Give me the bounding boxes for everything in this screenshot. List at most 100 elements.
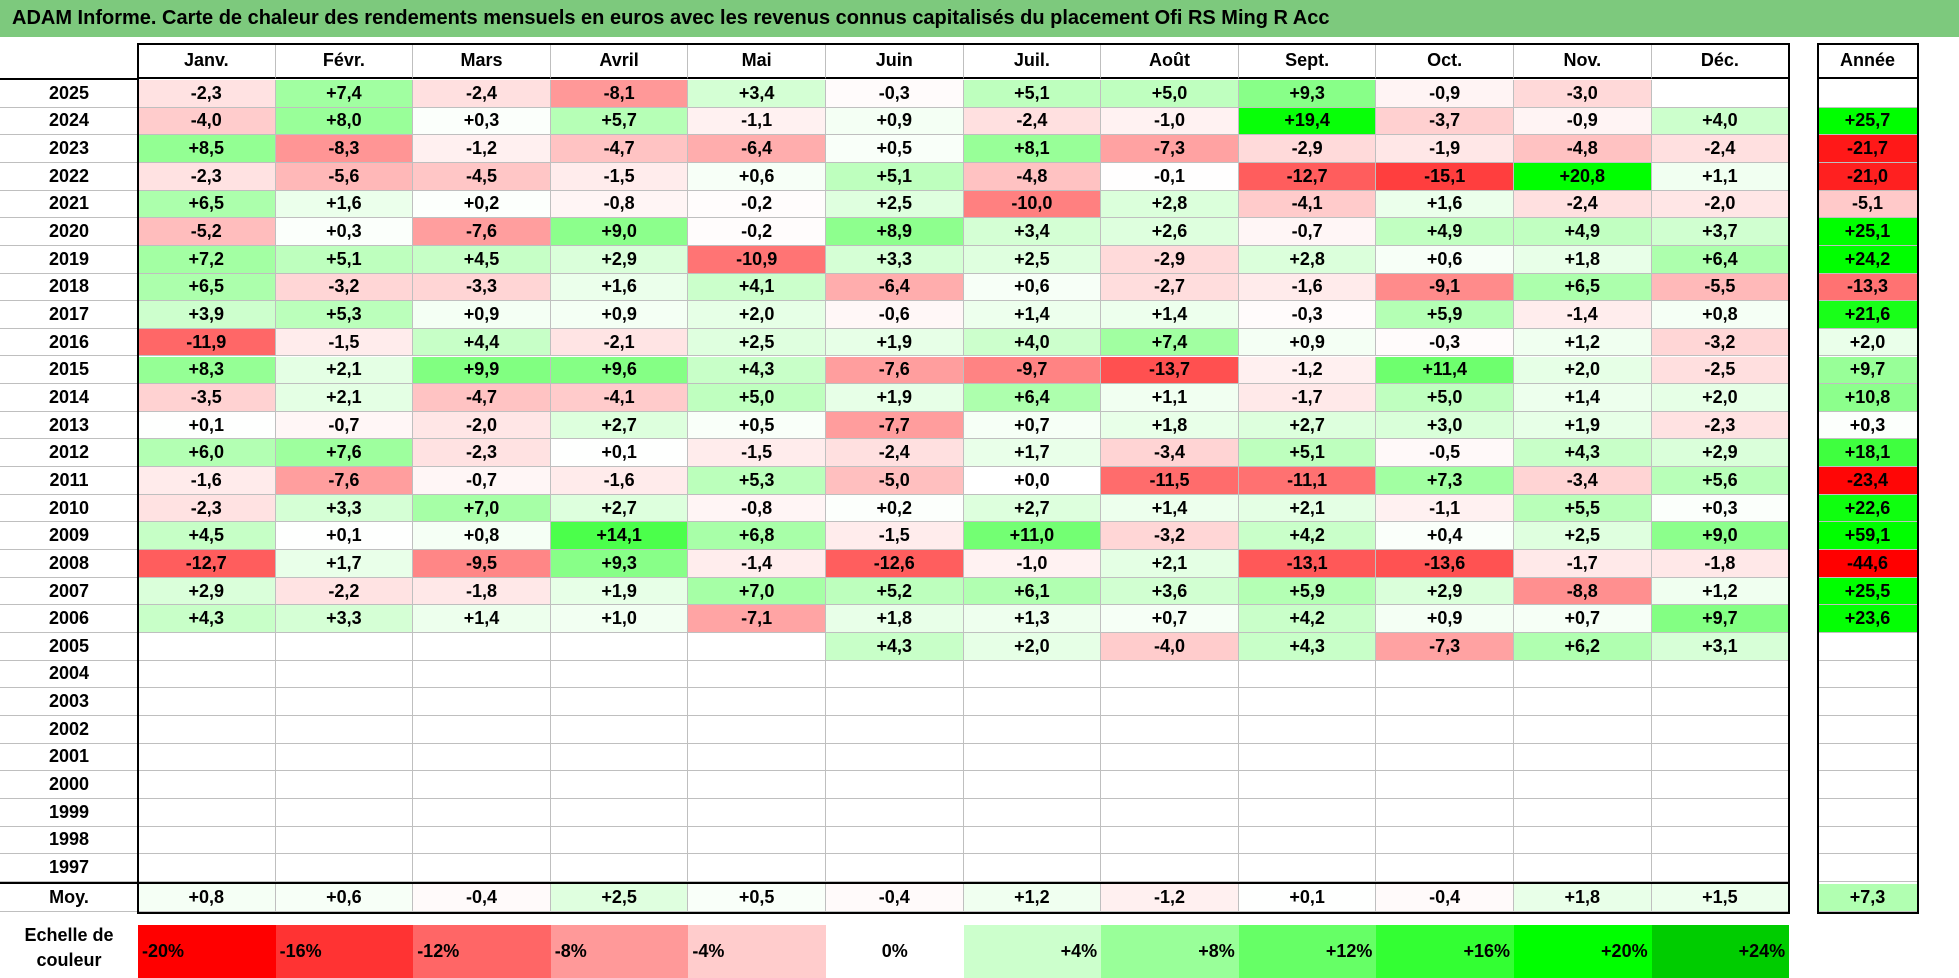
heatmap-cell: -1,7 — [1238, 384, 1377, 412]
heatmap-cell: +1,8 — [826, 605, 964, 633]
year-label: 2015 — [0, 357, 138, 385]
heatmap-cell: -9,1 — [1376, 273, 1514, 302]
year-label: 2020 — [0, 218, 138, 246]
heatmap-cell: +0,6 — [963, 273, 1102, 302]
heatmap-cell: -4,0 — [1101, 633, 1239, 661]
heatmap-cell: -3,2 — [1651, 328, 1790, 357]
heatmap-cell: +6,4 — [963, 384, 1102, 412]
heatmap-cell: -5,6 — [275, 162, 414, 191]
heatmap-cell: -0,8 — [688, 494, 826, 523]
heatmap-cell: +3,1 — [1651, 633, 1790, 661]
heatmap-cell: -13,1 — [1238, 550, 1377, 578]
scale-step: +8% — [1101, 925, 1239, 978]
heatmap-cell: -3,0 — [1514, 80, 1652, 108]
heatmap-cell: -2,0 — [1651, 190, 1790, 219]
annual-cell: +18,1 — [1818, 439, 1918, 468]
heatmap-cell — [550, 688, 689, 716]
heatmap-cell: +5,2 — [826, 577, 964, 606]
heatmap-cell: +0,5 — [826, 135, 964, 163]
heatmap-cell — [963, 854, 1102, 882]
heatmap-cell: -9,7 — [963, 356, 1102, 385]
year-label: 2008 — [0, 550, 138, 578]
heatmap-cell: +2,7 — [550, 494, 689, 523]
year-label: 2024 — [0, 108, 138, 136]
heatmap-cell — [550, 854, 689, 882]
heatmap-cell — [1514, 798, 1652, 827]
heatmap-cell: +6,8 — [688, 522, 826, 551]
heatmap-cell: -1,2 — [413, 135, 551, 163]
heatmap-cell: +1,1 — [1101, 384, 1239, 412]
heatmap-cell: -10,0 — [963, 190, 1102, 219]
average-separator — [0, 882, 1790, 884]
heatmap-cell — [413, 798, 551, 827]
heatmap-cell: -2,4 — [1651, 135, 1790, 163]
heatmap-cell: -4,1 — [1238, 190, 1377, 219]
heatmap-cell: -2,3 — [138, 162, 276, 191]
heatmap-cell: +9,3 — [1238, 80, 1377, 108]
heatmap-cell: -7,6 — [413, 218, 551, 246]
heatmap-cell: -1,6 — [550, 467, 689, 495]
heatmap-cell — [275, 771, 414, 799]
heatmap-cell — [1376, 688, 1514, 716]
year-label: 2013 — [0, 412, 138, 440]
heatmap-cell: -0,7 — [413, 467, 551, 495]
month-header: Sept. — [1238, 44, 1377, 79]
heatmap-cell: +9,7 — [1651, 605, 1790, 633]
heatmap-cell: -2,3 — [138, 80, 276, 108]
heatmap-cell — [688, 688, 826, 716]
header-separator — [0, 78, 138, 80]
heatmap-cell: +0,8 — [1651, 301, 1790, 329]
heatmap-cell: +4,0 — [1651, 107, 1790, 136]
heatmap-cell — [826, 660, 964, 689]
heatmap-cell: -12,7 — [1238, 162, 1377, 191]
heatmap-cell: +5,3 — [275, 301, 414, 329]
heatmap-cell: +8,3 — [138, 356, 276, 385]
heatmap-cell: -1,1 — [688, 107, 826, 136]
annual-cell — [1818, 743, 1918, 772]
heatmap-cell — [1101, 743, 1239, 772]
heatmap-cell: +8,9 — [826, 218, 964, 246]
heatmap-cell — [1514, 660, 1652, 689]
year-label: 2016 — [0, 329, 138, 357]
heatmap-cell — [275, 715, 414, 744]
heatmap-cell — [963, 826, 1102, 855]
heatmap-cell: -3,5 — [138, 384, 276, 412]
heatmap-cell: -2,4 — [826, 439, 964, 468]
heatmap-cell — [1514, 854, 1652, 882]
heatmap-cell: -0,9 — [1514, 107, 1652, 136]
heatmap-cell: -0,3 — [1238, 301, 1377, 329]
heatmap-cell — [550, 771, 689, 799]
heatmap-cell: +0,3 — [1651, 494, 1790, 523]
heatmap-cell: +3,4 — [688, 80, 826, 108]
year-label: 1999 — [0, 799, 138, 827]
heatmap-cell: -3,4 — [1101, 439, 1239, 468]
heatmap-cell: +2,0 — [1651, 384, 1790, 412]
heatmap-cell: -1,5 — [275, 328, 414, 357]
heatmap-cell: +6,5 — [138, 273, 276, 302]
heatmap-cell: +0,3 — [413, 107, 551, 136]
scale-step: +16% — [1376, 925, 1514, 978]
heatmap-cell: -4,8 — [963, 162, 1102, 191]
heatmap-cell: -0,8 — [550, 190, 689, 219]
heatmap-cell: +0,1 — [275, 522, 414, 551]
heatmap-cell — [413, 854, 551, 882]
annual-cell: +59,1 — [1818, 522, 1918, 551]
heatmap-cell: +7,0 — [413, 494, 551, 523]
heatmap-cell: -1,4 — [688, 550, 826, 578]
scale-step: +24% — [1651, 925, 1790, 978]
heatmap-cell: -2,7 — [1101, 273, 1239, 302]
heatmap-cell — [1101, 798, 1239, 827]
heatmap-cell — [550, 660, 689, 689]
heatmap-cell: +2,5 — [1514, 522, 1652, 551]
heatmap-cell: +2,5 — [963, 245, 1102, 274]
heatmap-cell: -7,6 — [275, 467, 414, 495]
heatmap-cell: -3,2 — [1101, 522, 1239, 551]
heatmap-cell: +0,4 — [1376, 522, 1514, 551]
average-cell: +1,2 — [963, 884, 1102, 912]
heatmap-cell: +1,9 — [1514, 411, 1652, 440]
heatmap-cell: +6,5 — [138, 190, 276, 219]
heatmap-cell: +4,3 — [826, 633, 964, 661]
annual-cell — [1818, 854, 1918, 882]
heatmap-cell: +0,1 — [138, 411, 276, 440]
heatmap-cell: +5,1 — [826, 162, 964, 191]
